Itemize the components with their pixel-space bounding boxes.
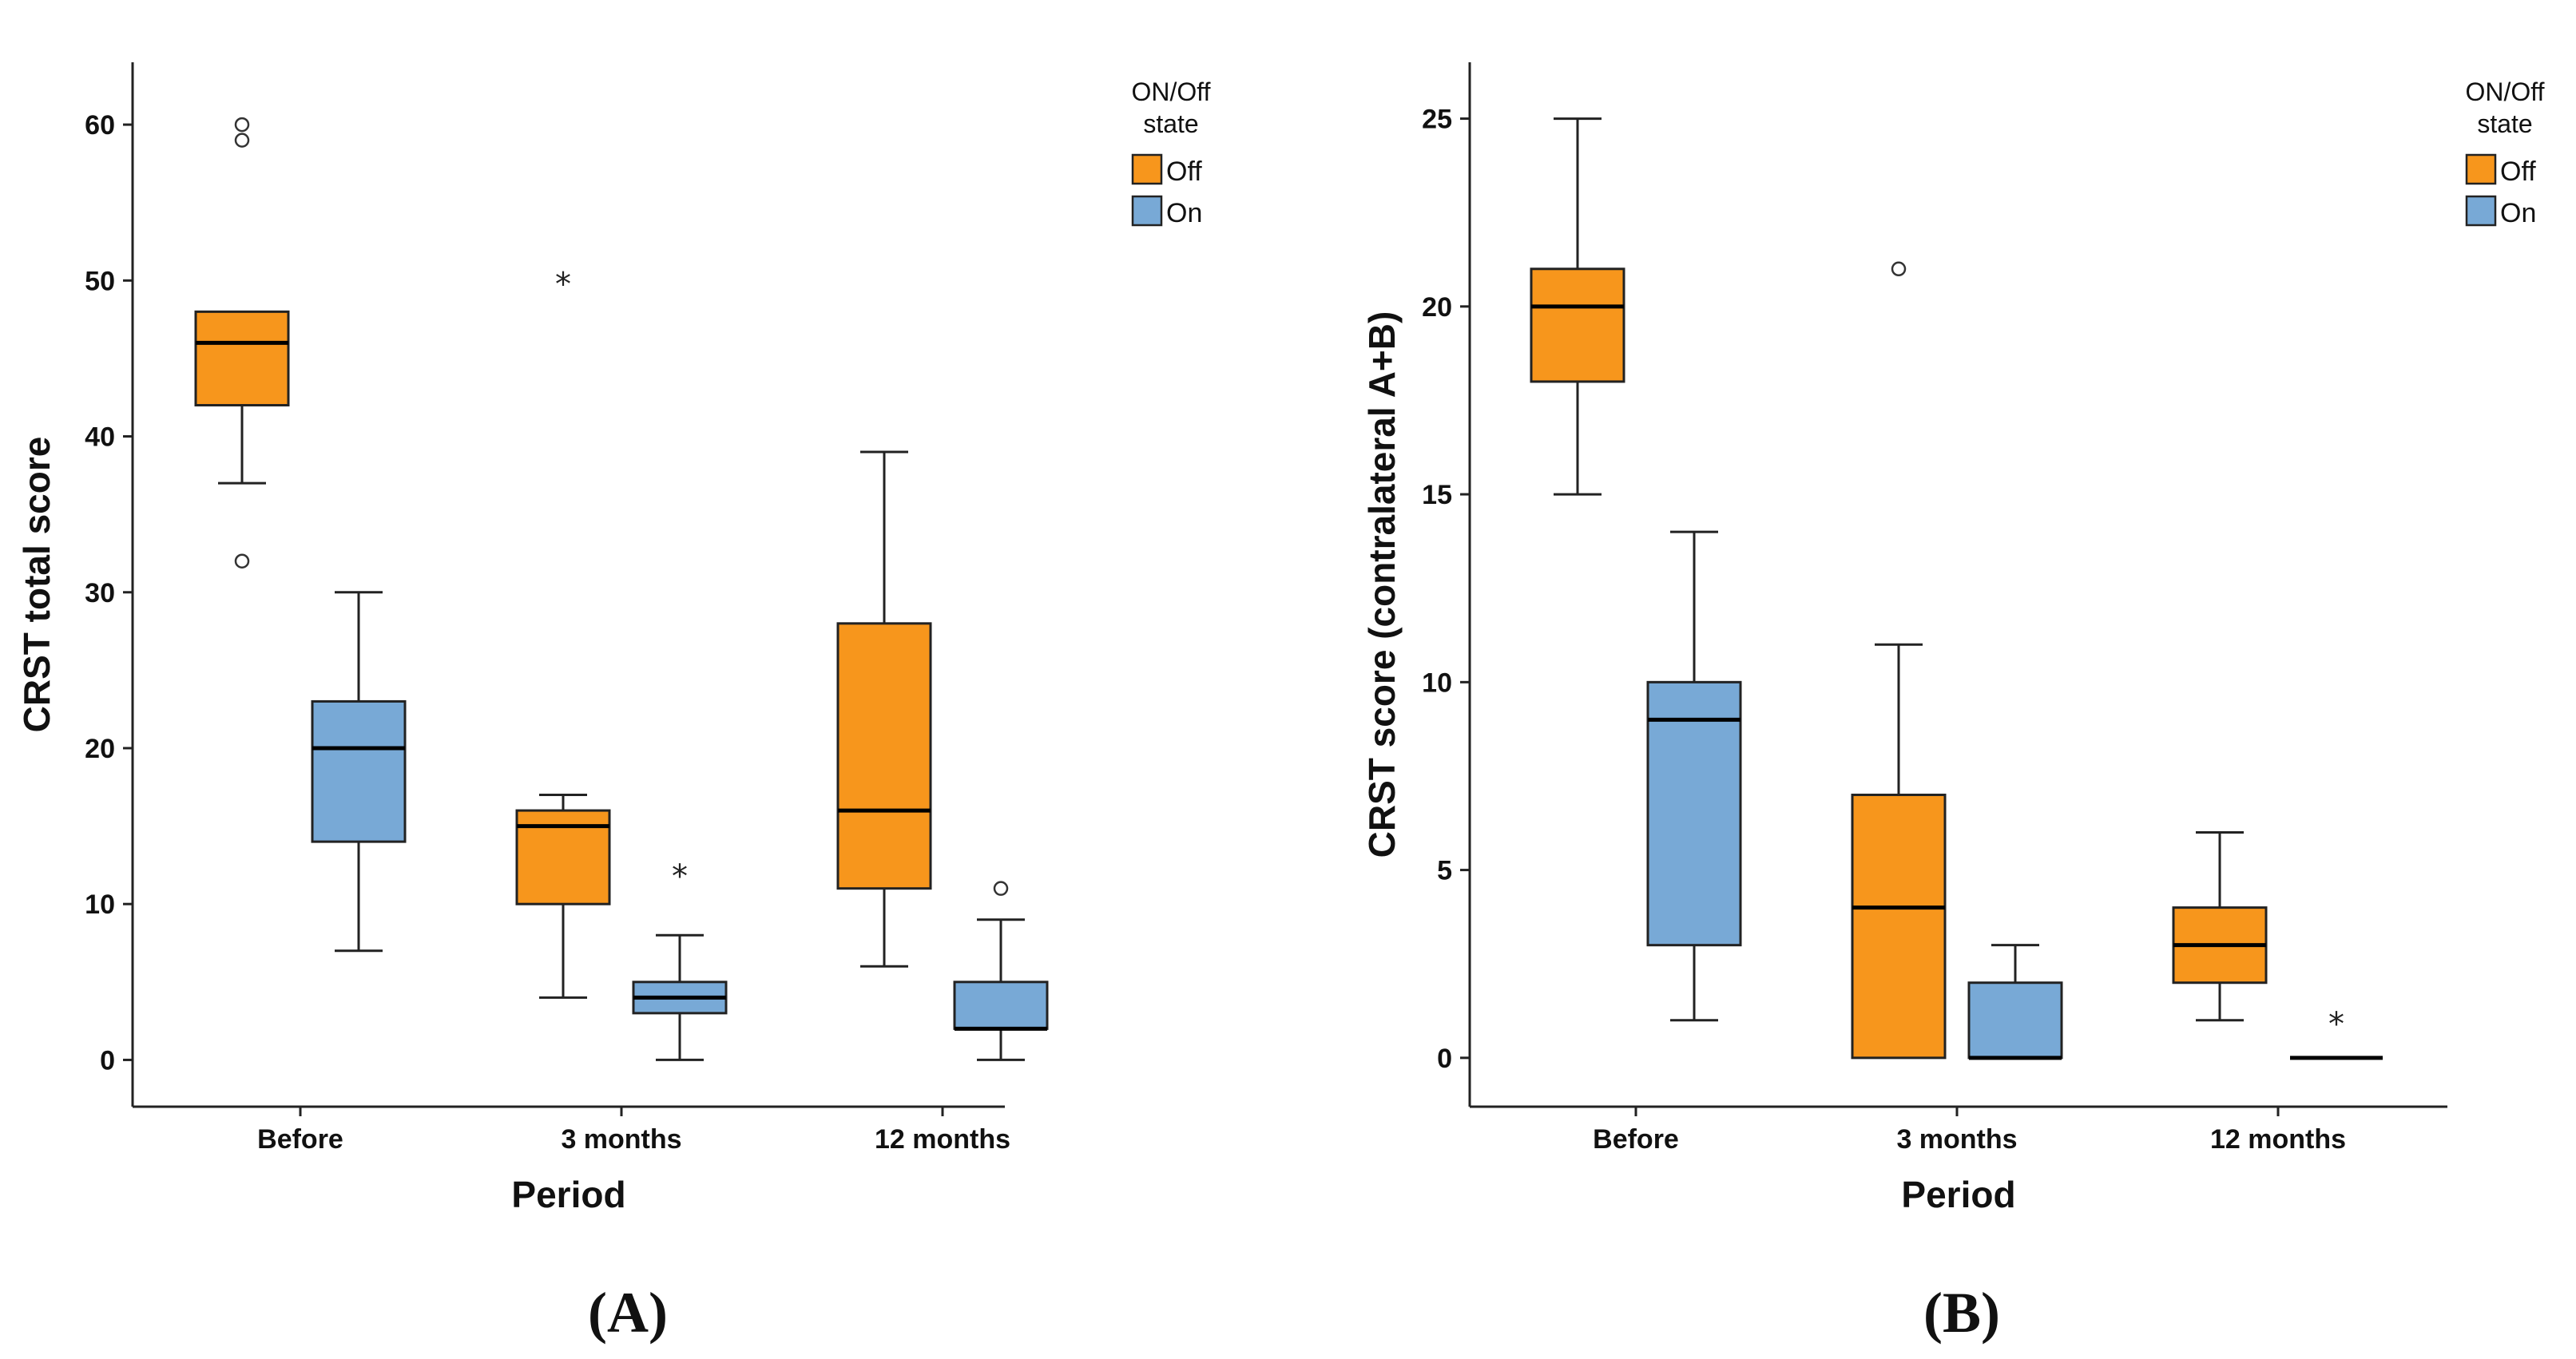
- y-tick-label: 25: [1422, 105, 1452, 135]
- outlier-star: *: [2328, 1006, 2344, 1043]
- legend-label-on: On: [1166, 198, 1202, 228]
- legend: ON/Off state Off On: [1132, 77, 1211, 228]
- box-off-12-months: [2172, 831, 2268, 1022]
- box-on-12-months: *: [2290, 1006, 2383, 1060]
- box-iqr: [311, 699, 407, 843]
- legend-title-line: ON/Off: [2466, 77, 2545, 106]
- legend-title-line: state: [1143, 109, 1198, 138]
- x-tick-label: Before: [1593, 1124, 1679, 1155]
- x-tick-label: 12 months: [875, 1124, 1010, 1155]
- chart-panel-a: 0 10 20 30 40 50 60 Before 3 months 12 months Peri…: [16, 62, 1211, 1345]
- y-tick-label: 30: [85, 578, 115, 608]
- y-axis-title: CRST score (contralateral A+B): [1361, 311, 1403, 858]
- outlier-circle: [1891, 261, 1907, 277]
- legend-swatch-off: [2465, 153, 2497, 185]
- box-off-before: [194, 117, 290, 569]
- outlier-star: *: [672, 858, 688, 895]
- box-on-3-months: *: [632, 858, 728, 1061]
- x-tick-label: 3 months: [1896, 1124, 2017, 1155]
- box-iqr: [1530, 267, 1625, 383]
- y-tick-label: 50: [85, 266, 115, 296]
- y-tick-label: 15: [1422, 480, 1452, 510]
- x-axis-title: Period: [511, 1174, 625, 1215]
- box-on-12-months: [953, 881, 1049, 1061]
- legend-swatch-off: [1131, 153, 1163, 185]
- panel-label: (B): [1923, 1281, 2000, 1345]
- legend-label-off: Off: [2500, 157, 2536, 187]
- legend-label-on: On: [2500, 198, 2536, 228]
- outlier-circle: [234, 553, 250, 569]
- y-tick-label: 5: [1437, 856, 1452, 886]
- outlier-circle: [234, 117, 250, 133]
- box-off-3-months: *: [515, 266, 611, 999]
- chart-panel-b: 0 5 10 15 20 25 Before 3 months 12 months Period C…: [1361, 62, 2545, 1345]
- y-tick-label: 10: [1422, 668, 1452, 698]
- y-tick-label: 20: [1422, 292, 1452, 323]
- box-off-before: [1530, 117, 1625, 496]
- legend-label-off: Off: [1166, 157, 1202, 187]
- box-iqr: [1851, 793, 1947, 1060]
- x-axis-title: Period: [1901, 1174, 2015, 1215]
- legend-swatch-on: [1131, 195, 1163, 227]
- outlier-circle: [993, 881, 1009, 896]
- y-tick-label: 60: [85, 110, 115, 141]
- box-iqr: [836, 622, 932, 890]
- box-off-3-months: [1851, 261, 1947, 1060]
- box-on-3-months: [1967, 944, 2063, 1060]
- box-off-12-months: [836, 450, 932, 968]
- box-iqr: [194, 310, 290, 406]
- legend-swatch-on: [2465, 195, 2497, 227]
- y-tick-label: 20: [85, 734, 115, 764]
- y-tick-label: 10: [85, 889, 115, 920]
- box-iqr: [1646, 680, 1742, 947]
- x-tick-label: Before: [257, 1124, 343, 1155]
- box-on-before: [311, 591, 407, 953]
- legend: ON/Off state Off On: [2466, 77, 2545, 228]
- outlier-circle: [234, 133, 250, 148]
- y-tick-label: 0: [100, 1045, 115, 1076]
- outlier-star: *: [555, 266, 571, 303]
- y-tick-label: 40: [85, 422, 115, 453]
- x-tick-label: 3 months: [561, 1124, 681, 1155]
- y-axis-title: CRST total score: [16, 437, 58, 733]
- legend-title-line: ON/Off: [1132, 77, 1211, 106]
- box-iqr: [1967, 981, 2063, 1060]
- y-tick-label: 0: [1437, 1044, 1452, 1074]
- box-iqr: [953, 981, 1049, 1030]
- panel-label: (A): [588, 1281, 668, 1345]
- x-tick-label: 12 months: [2210, 1124, 2346, 1155]
- legend-title-line: state: [2477, 109, 2532, 138]
- box-on-before: [1646, 530, 1742, 1022]
